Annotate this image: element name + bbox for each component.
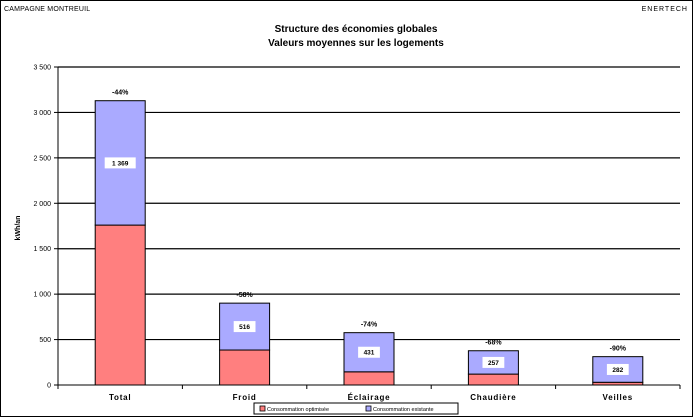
segment-label-box [606,363,629,375]
bar-optimisee [94,224,146,386]
legend-box [253,402,459,415]
bar-existante [94,100,146,226]
x-category-label: Éclairage [348,393,391,402]
axis-layer: 0 500 1 000 1 500 2 000 2 500 3 000 3 500 [33,65,681,390]
header-left-label: CAMPAGNE MONTREUIL [4,6,91,13]
chart-subtitle: Valeurs moyennes sur les logements [268,38,444,49]
segment-value-label: 257 [488,360,499,367]
reduction-annotation: -74% [361,322,378,329]
chart-title: Structure des économies globales [275,24,438,35]
header-right-label: ENERTECH [641,6,688,13]
reduction-annotation: -44% [112,90,129,97]
y-tick-label: 3 500 [33,65,51,72]
segment-label-box [104,157,136,169]
legend-label: Consommation optimisée [267,407,329,413]
bar-optimisee [219,349,271,386]
y-tick-label: 2 000 [33,201,51,208]
y-tick-label: 3 000 [33,110,51,117]
segment-value-label: 516 [239,324,250,331]
y-tick-label: 1 500 [33,246,51,253]
y-tick-label: 2 500 [33,155,51,162]
reduction-annotation: -90% [610,346,627,353]
y-tick-label: 500 [39,337,51,344]
segment-value-label: 282 [612,367,623,374]
legend-label: Consommation existante [373,407,434,413]
x-category-label: Froid [233,393,257,402]
segment-label-box [233,321,256,333]
segment-label-box [482,356,505,368]
y-tick-label: 1 000 [33,292,51,299]
legend-swatch [259,405,266,412]
segment-value-label: 431 [364,350,375,357]
bar-optimisee [467,373,519,386]
bar-existante [343,332,395,373]
legend: Consommation optimisée Consommation exist… [253,402,459,415]
label-layer: 1 369 -44% Total 516 -58% Froid 431 -74% Éclaira… [104,90,634,402]
reduction-annotation: -58% [236,292,253,299]
y-axis-label: kWh/an [15,216,22,241]
x-category-label: Veilles [603,393,634,402]
bar-optimisee [343,371,395,386]
grid-layer [58,66,680,341]
legend-swatch [365,405,372,412]
reduction-annotation: -68% [485,340,502,347]
x-category-label: Total [109,393,132,402]
segment-value-label: 1 369 [112,160,129,167]
segment-label-box [358,346,380,358]
x-category-label: Chaudière [470,393,516,402]
bar-layer [94,100,644,386]
y-tick-label: 0 [47,383,51,390]
